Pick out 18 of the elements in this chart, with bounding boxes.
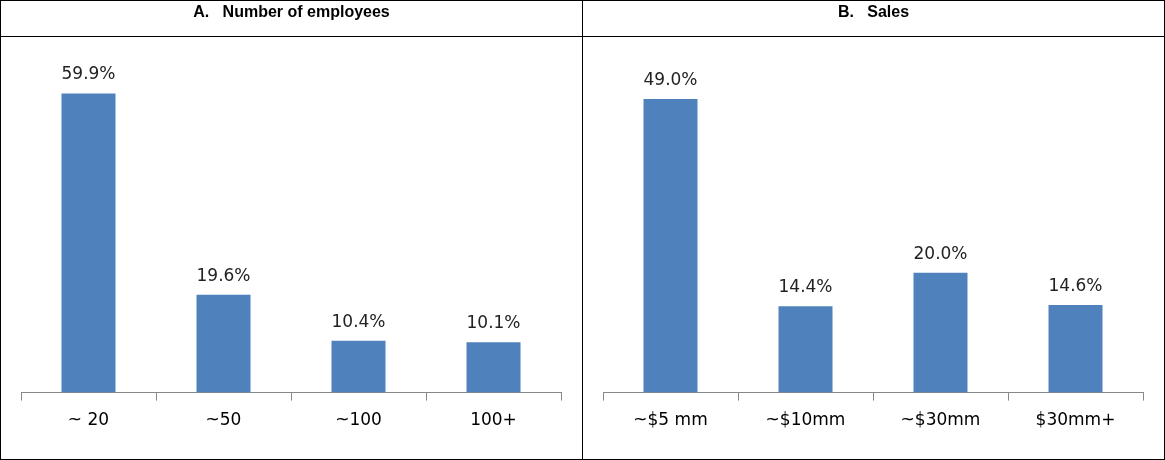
x-tick-label: ~50	[205, 409, 242, 430]
data-label: 49.0%	[643, 68, 698, 89]
x-tick-label: ~100	[335, 409, 382, 430]
data-label: 10.1%	[466, 312, 521, 333]
x-tick-label: ~$5 mm	[633, 409, 708, 430]
data-label: 14.4%	[778, 276, 833, 297]
x-tick-label: $30mm+	[1035, 409, 1116, 430]
data-label: 10.4%	[331, 310, 386, 331]
data-label: 20.0%	[913, 242, 968, 263]
x-tick-label: ~$30mm	[900, 409, 981, 430]
x-tick-label: ~$10mm	[765, 409, 846, 430]
chart-title: B. Sales	[583, 1, 1164, 37]
chart-title: A. Number of employees	[1, 1, 582, 37]
x-tick-label: 100+	[470, 409, 517, 430]
x-tick-label: ~ 20	[67, 409, 110, 430]
data-label: 14.6%	[1048, 275, 1103, 296]
data-label: 19.6%	[196, 264, 251, 285]
data-label: 59.9%	[61, 63, 116, 84]
